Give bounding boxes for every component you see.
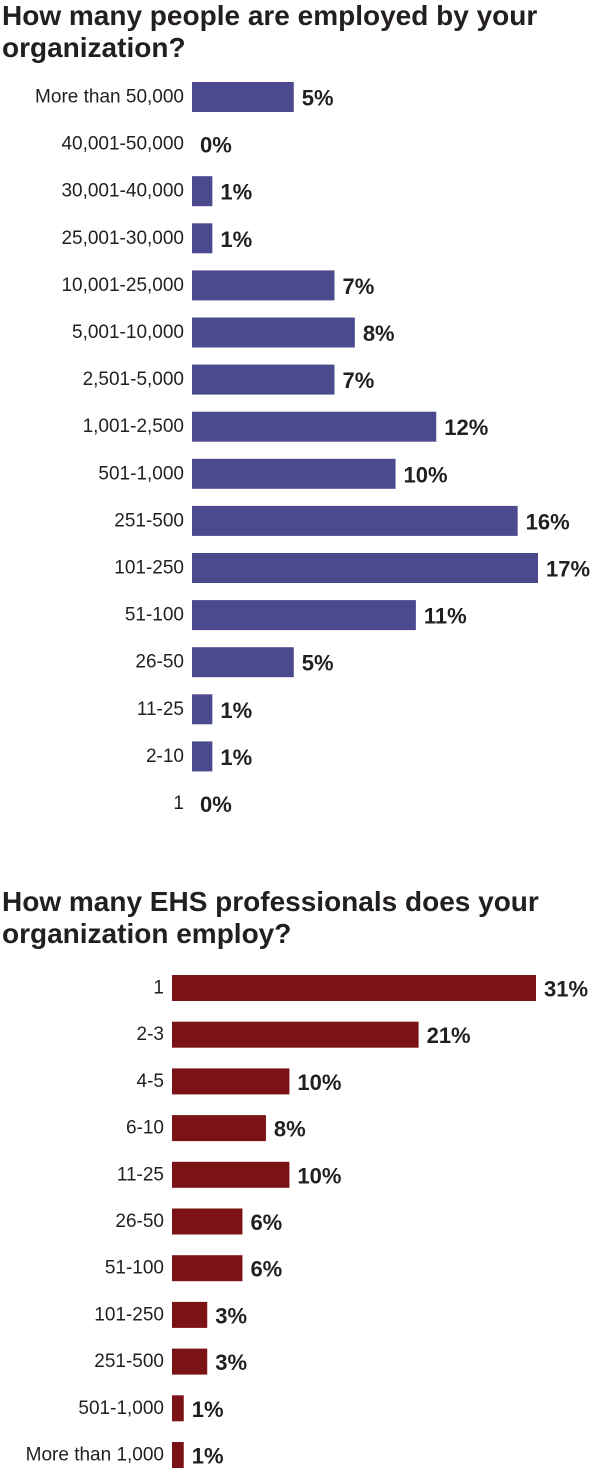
bar [172, 1301, 208, 1328]
value-label: 8% [274, 1117, 306, 1142]
category-label: 6-10 [126, 1118, 164, 1139]
bar [172, 1021, 419, 1048]
bar [172, 1395, 184, 1422]
value-label: 8% [363, 321, 395, 346]
bar [172, 1161, 290, 1188]
bar [192, 553, 538, 583]
bar [192, 411, 437, 442]
category-label: 11-25 [137, 699, 184, 720]
category-label: 40,001-50,000 [61, 134, 184, 155]
bar [192, 364, 335, 395]
value-label: 17% [546, 557, 590, 582]
bar [192, 270, 335, 301]
bar [172, 975, 536, 1001]
category-label: 2-3 [137, 1024, 164, 1045]
value-label: 0% [200, 792, 232, 817]
category-label: 1 [153, 978, 164, 999]
category-label: 101-250 [94, 1304, 164, 1325]
category-label: More than 1,000 [26, 1445, 164, 1466]
value-label: 10% [297, 1163, 341, 1188]
value-label: 16% [526, 509, 570, 534]
value-label: 1% [220, 745, 252, 770]
bar [192, 317, 355, 348]
value-label: 5% [302, 651, 334, 676]
value-label: 3% [215, 1350, 247, 1375]
bar [172, 1255, 243, 1282]
value-label: 1% [192, 1397, 224, 1422]
value-label: 11% [424, 604, 467, 629]
bar [172, 1208, 243, 1235]
bar [192, 82, 294, 112]
category-label: 51-100 [125, 605, 184, 626]
value-label: 7% [342, 368, 374, 393]
value-label: 10% [404, 462, 448, 487]
bar [192, 694, 213, 725]
category-label: 501-1,000 [78, 1398, 164, 1419]
category-label: 25,001-30,000 [61, 228, 184, 249]
category-label: 10,001-25,000 [61, 275, 184, 296]
bar [192, 647, 294, 678]
value-label: 5% [302, 86, 334, 111]
value-label: 0% [200, 133, 232, 158]
bar [192, 458, 396, 489]
category-label: 11-25 [117, 1164, 164, 1185]
category-label: 101-250 [114, 558, 184, 579]
value-label: 3% [215, 1303, 247, 1328]
value-label: 1% [192, 1444, 224, 1469]
bar [192, 176, 213, 207]
category-label: 2-10 [146, 746, 184, 767]
bar [192, 223, 213, 254]
bar [192, 600, 416, 631]
bar [172, 1442, 184, 1468]
category-label: 4-5 [137, 1071, 164, 1092]
category-label: 1,001-2,500 [83, 416, 184, 437]
value-label: 21% [427, 1023, 471, 1048]
ehs-professionals-bar-chart: 1 31% 2-3 21% 4-5 10% 6-10 8% 11-25 10% 26-50 6% 51-… [26, 975, 588, 1469]
bar [192, 741, 213, 772]
value-label: 6% [250, 1210, 282, 1235]
chart-title-ehs-professionals: How many EHS professionals does your org… [2, 886, 539, 949]
value-label: 6% [250, 1257, 282, 1282]
chart-title-employees: How many people are employed by your org… [2, 0, 538, 63]
category-label: 1 [173, 793, 184, 814]
employees-bar-chart: More than 50,000 5% 40,001-50,000 0% 30,001-… [35, 82, 590, 817]
category-label: 26-50 [115, 1211, 164, 1232]
value-label: 10% [297, 1070, 341, 1095]
category-label: 251-500 [94, 1351, 164, 1372]
category-label: 30,001-40,000 [61, 181, 184, 202]
bar [172, 1068, 290, 1095]
value-label: 31% [544, 977, 588, 1002]
category-label: 5,001-10,000 [72, 322, 184, 343]
bar [192, 505, 518, 536]
category-label: 51-100 [105, 1258, 164, 1279]
value-label: 12% [444, 415, 488, 440]
value-label: 1% [220, 180, 252, 205]
value-label: 1% [220, 227, 252, 252]
value-label: 7% [342, 274, 374, 299]
bar [172, 1348, 208, 1375]
category-label: 26-50 [135, 652, 184, 673]
category-label: 251-500 [114, 510, 184, 531]
category-label: 2,501-5,000 [83, 369, 184, 390]
category-label: More than 50,000 [35, 87, 184, 108]
category-label: 501-1,000 [98, 463, 184, 484]
bar [172, 1115, 266, 1142]
value-label: 1% [220, 698, 252, 723]
